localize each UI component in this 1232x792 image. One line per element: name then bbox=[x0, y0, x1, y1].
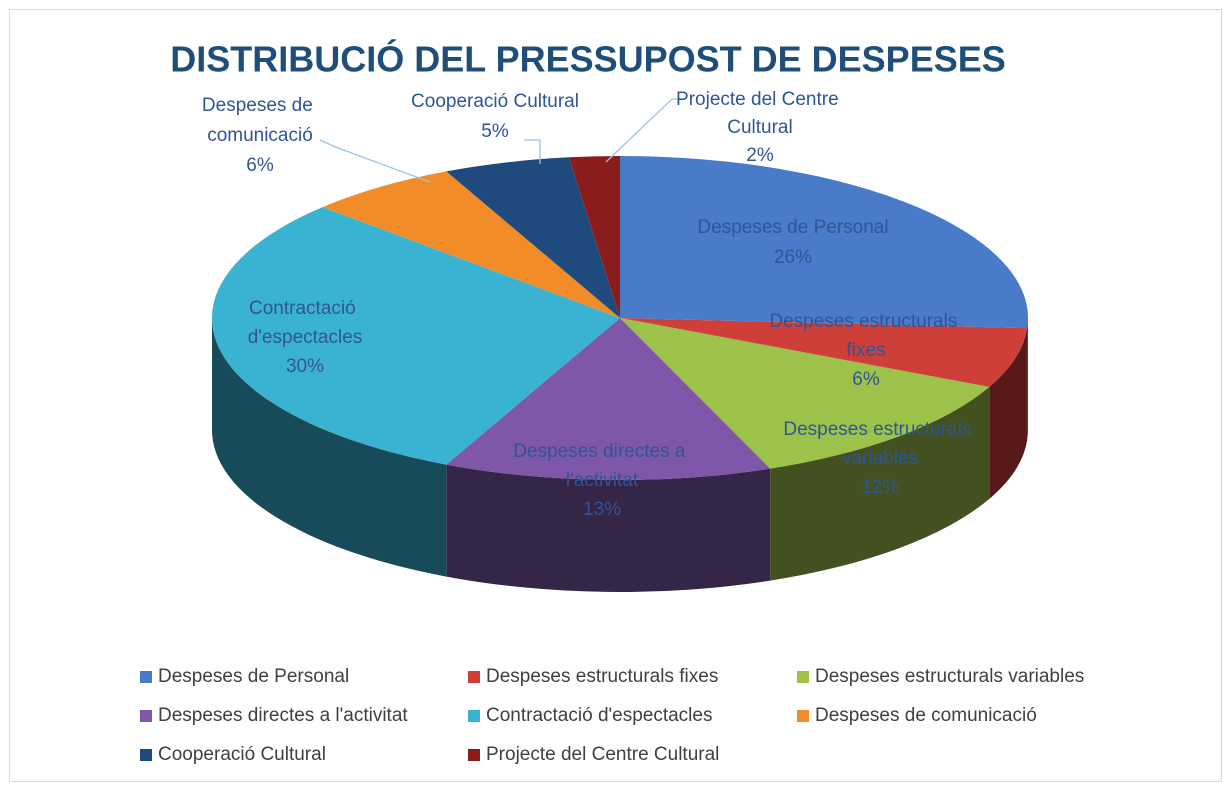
slice-side bbox=[446, 464, 771, 592]
legend-swatch bbox=[797, 671, 809, 683]
legend-label: Despeses de Personal bbox=[158, 666, 349, 687]
legend-label: Despeses estructurals fixes bbox=[486, 666, 718, 687]
data-label-value: 6% bbox=[246, 155, 274, 176]
legend-label: Despeses directes a l'activitat bbox=[158, 705, 408, 726]
data-label: Despeses estructurals fixes bbox=[769, 311, 962, 361]
data-label-value: 5% bbox=[481, 121, 509, 142]
legend-swatch bbox=[468, 671, 480, 683]
legend-swatch bbox=[468, 749, 480, 761]
data-label-value: 2% bbox=[746, 145, 774, 166]
data-label-value: 26% bbox=[774, 247, 812, 268]
legend-swatch bbox=[140, 671, 152, 683]
data-label: Projecte del Centre Cultural bbox=[676, 89, 844, 138]
slice-side bbox=[212, 318, 447, 577]
slice bbox=[446, 157, 620, 318]
legend-label: Despeses estructurals variables bbox=[815, 666, 1084, 687]
legend-swatch bbox=[468, 710, 480, 722]
slice bbox=[620, 156, 1028, 329]
slice bbox=[211, 207, 621, 465]
legend-label: Despeses de comunicació bbox=[815, 705, 1037, 726]
slice bbox=[620, 318, 1028, 387]
legend-label: Contractació d'espectacles bbox=[486, 705, 712, 726]
slice bbox=[322, 171, 620, 318]
legend-label: Projecte del Centre Cultural bbox=[486, 744, 719, 765]
data-label: Cooperació Cultural bbox=[411, 91, 579, 112]
slice-side bbox=[1027, 318, 1029, 441]
data-label: Despeses de comunicació bbox=[202, 95, 318, 146]
data-label: Despeses estructurals variables bbox=[783, 419, 976, 469]
data-label-value: 6% bbox=[852, 369, 880, 390]
leader-line bbox=[319, 139, 431, 183]
legend-label: Cooperació Cultural bbox=[158, 744, 326, 765]
data-label: Despeses de Personal bbox=[697, 217, 888, 238]
slice-side bbox=[770, 386, 990, 581]
slice bbox=[446, 318, 771, 480]
data-label-value: 30% bbox=[286, 356, 324, 377]
slice bbox=[568, 156, 620, 318]
data-label: Despeses directes a l'activitat bbox=[513, 441, 690, 491]
slice-side bbox=[989, 328, 1028, 499]
leader-line bbox=[524, 139, 541, 164]
data-label-value: 13% bbox=[583, 499, 621, 520]
leader-line bbox=[605, 98, 684, 163]
legend-swatch bbox=[140, 749, 152, 761]
data-label-value: 12% bbox=[861, 477, 899, 498]
chart-title: DISTRIBUCIÓ DEL PRESSUPOST DE DESPESES bbox=[170, 38, 1006, 80]
legend-swatch bbox=[140, 710, 152, 722]
data-label: Contractació d'espectacles bbox=[248, 298, 363, 348]
legend-swatch bbox=[797, 710, 809, 722]
slice bbox=[620, 318, 990, 469]
